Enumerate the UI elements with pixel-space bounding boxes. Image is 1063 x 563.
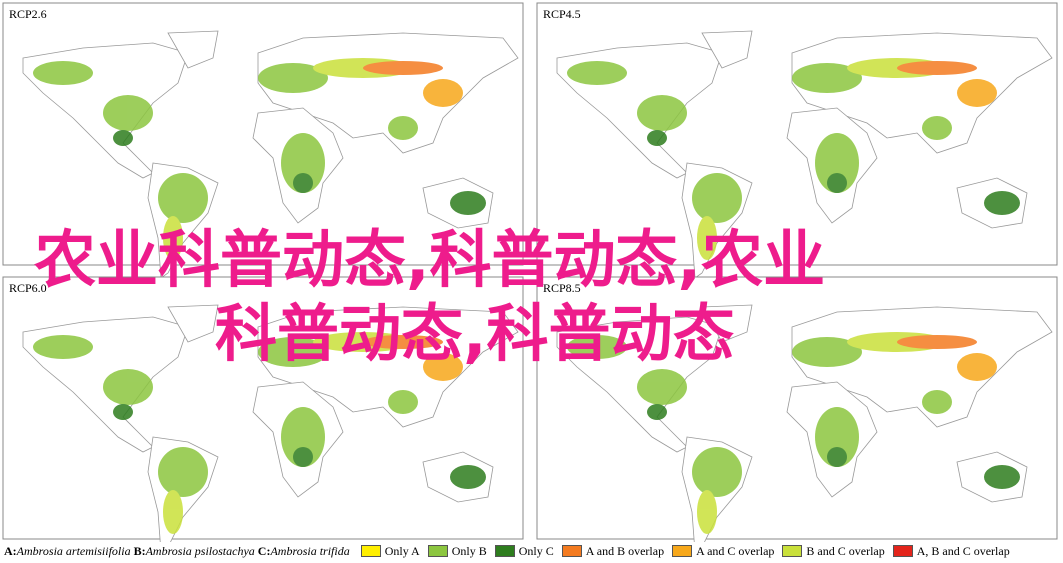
legend-label: A and B overlap	[585, 543, 665, 558]
map-panel: RCP8.5	[536, 276, 1058, 542]
species-letter: B:	[133, 543, 146, 558]
species-name: Ambrosia psilostachya	[145, 543, 255, 558]
legend-swatch	[427, 545, 448, 557]
legend-label: Only A	[384, 543, 420, 558]
species-name: Ambrosia trifida	[270, 543, 350, 558]
panel-label: RCP8.5	[543, 281, 581, 295]
panel-label: RCP2.6	[9, 7, 47, 21]
legend-label: Only B	[451, 543, 487, 558]
legend-label: A and C overlap	[696, 543, 775, 558]
map-panel: RCP6.0	[2, 276, 524, 542]
legend: A: Ambrosia artemisiifolia B: Ambrosia psil…	[4, 542, 1010, 560]
legend-swatch	[494, 545, 515, 557]
legend-swatch	[782, 545, 803, 557]
panel-label: RCP4.5	[543, 7, 581, 21]
legend-label: Only C	[518, 543, 554, 558]
species-letter: C:	[257, 543, 271, 558]
map-panel: RCP2.6	[2, 2, 524, 279]
legend-swatch	[672, 545, 693, 557]
legend-label: A, B and C overlap	[916, 543, 1010, 558]
legend-swatch	[892, 545, 913, 557]
legend-label: B and C overlap	[806, 543, 885, 558]
map-grid: RCP2.6 RCP4.5 RCP6.0 RCP8.5	[2, 2, 1058, 542]
map-panel: RCP4.5	[536, 2, 1058, 279]
legend-swatch	[561, 545, 582, 557]
species-letter: A:	[4, 543, 17, 558]
panel-label: RCP6.0	[9, 281, 47, 295]
species-name: Ambrosia artemisiifolia	[16, 543, 131, 558]
legend-swatch	[360, 545, 381, 557]
